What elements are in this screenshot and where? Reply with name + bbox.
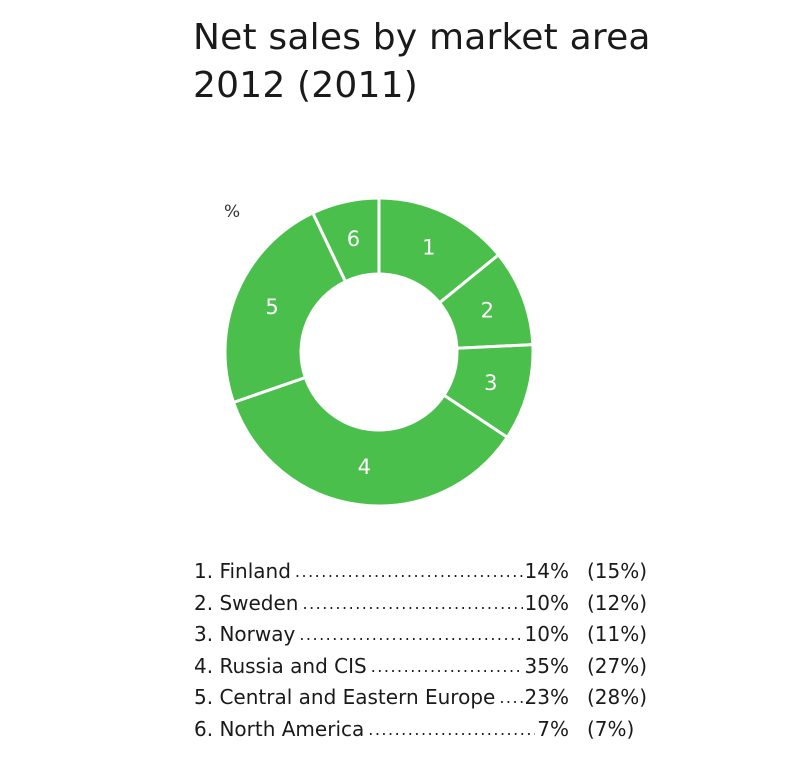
legend-prev-value-4: (27%)	[587, 653, 648, 678]
legend-prev-value-6: (7%)	[587, 716, 635, 741]
legend-leader-2: ........................................…	[302, 593, 523, 613]
legend-label-1: 1. Finland	[194, 559, 291, 583]
chart-title-line-1: Net sales by market area	[193, 17, 651, 58]
legend-value-1: 14%	[524, 559, 569, 583]
legend-label-6: 6. North America	[194, 716, 365, 741]
legend-label-5: 5. Central and Eastern Europe	[194, 685, 496, 710]
legend-value-6: 7%	[537, 716, 569, 741]
legend-leader-5: ........................................…	[499, 688, 522, 708]
legend-prev-value-1: (15%)	[587, 559, 648, 583]
chart-title-line-2: 2012 (2011)	[193, 65, 418, 106]
legend-leader-4: ........................................…	[370, 656, 523, 676]
donut-slice-label-4: 4	[358, 455, 371, 479]
legend-row-6: 6. North America .......................…	[194, 714, 664, 746]
legend-value-2: 10%	[524, 590, 569, 615]
legend-row-2: 2. Sweden ..............................…	[194, 588, 664, 620]
chart-title: Net sales by market area 2012 (2011)	[193, 14, 651, 110]
donut-slice-5	[223, 210, 348, 405]
legend-row-1: 1. Finland .............................…	[194, 556, 664, 588]
donut-slice-6	[310, 196, 381, 284]
legend-row-3: 3. Norway ..............................…	[194, 619, 664, 651]
legend: 1. Finland .............................…	[194, 556, 664, 746]
legend-label-3: 3. Norway	[194, 622, 296, 647]
legend-value-4: 35%	[524, 653, 569, 678]
legend-value-5: 23%	[524, 685, 569, 710]
donut-slice-label-6: 6	[347, 227, 360, 251]
legend-row-5: 5. Central and Eastern Europe ..........…	[194, 682, 664, 714]
donut-slice-label-1: 1	[422, 235, 435, 259]
legend-value-3: 10%	[524, 622, 569, 647]
donut-slice-label-5: 5	[265, 295, 278, 319]
legend-prev-value-2: (12%)	[587, 590, 648, 615]
legend-prev-value-3: (11%)	[587, 622, 648, 647]
legend-leader-6: ........................................…	[368, 719, 535, 739]
donut-slice-4	[231, 375, 510, 508]
legend-label-2: 2. Sweden	[194, 590, 299, 615]
unit-label: %	[224, 202, 241, 222]
donut-slice-label-3: 3	[484, 371, 497, 395]
legend-label-4: 4. Russia and CIS	[194, 653, 367, 678]
legend-leader-1: ........................................…	[294, 562, 523, 581]
legend-prev-value-5: (28%)	[587, 685, 648, 710]
donut-slice-label-2: 2	[481, 299, 494, 323]
legend-leader-3: ........................................…	[299, 625, 522, 645]
legend-row-4: 4. Russia and CIS ......................…	[194, 651, 664, 683]
